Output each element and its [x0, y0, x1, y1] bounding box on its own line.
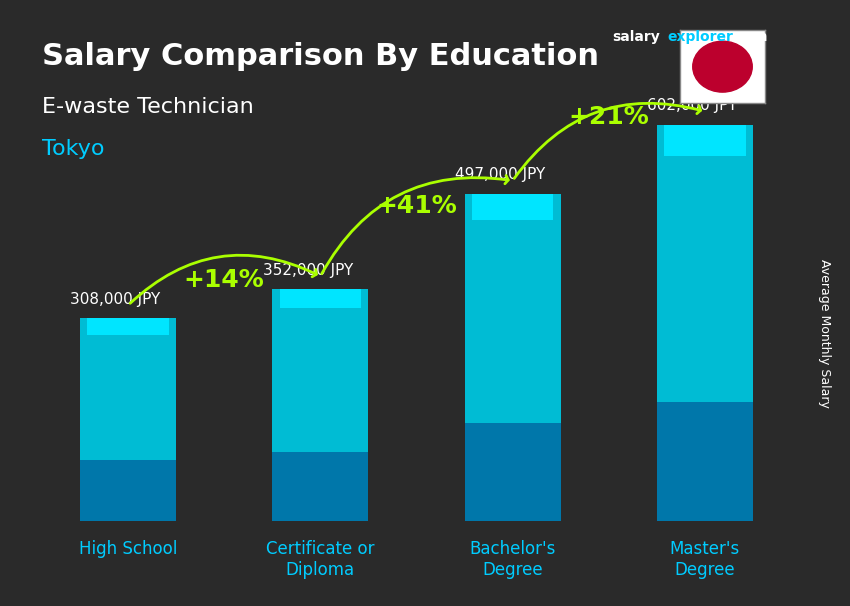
Text: +41%: +41% — [376, 194, 456, 218]
Bar — [657, 125, 753, 402]
Bar — [272, 290, 368, 451]
Bar — [80, 318, 176, 461]
Text: Tokyo: Tokyo — [42, 139, 105, 159]
Bar — [280, 290, 361, 308]
Bar — [88, 318, 169, 335]
Bar — [657, 402, 753, 521]
Text: .com: .com — [731, 30, 768, 44]
Text: E-waste Technician: E-waste Technician — [42, 97, 254, 117]
Bar — [272, 451, 368, 521]
Text: 497,000 JPY: 497,000 JPY — [455, 167, 545, 182]
Text: Average Monthly Salary: Average Monthly Salary — [818, 259, 831, 408]
Text: +14%: +14% — [184, 268, 264, 292]
Text: Salary Comparison By Education: Salary Comparison By Education — [42, 42, 599, 72]
Circle shape — [693, 41, 752, 92]
Text: explorer: explorer — [667, 30, 733, 44]
Text: 602,000 JPY: 602,000 JPY — [647, 98, 738, 113]
Bar — [80, 461, 176, 521]
Text: salary: salary — [612, 30, 660, 44]
Bar — [664, 125, 745, 156]
Text: 308,000 JPY: 308,000 JPY — [71, 291, 161, 307]
Text: +21%: +21% — [569, 105, 649, 129]
Bar — [472, 194, 553, 220]
Bar — [465, 423, 561, 521]
Bar — [465, 194, 561, 423]
Text: 352,000 JPY: 352,000 JPY — [263, 262, 353, 278]
